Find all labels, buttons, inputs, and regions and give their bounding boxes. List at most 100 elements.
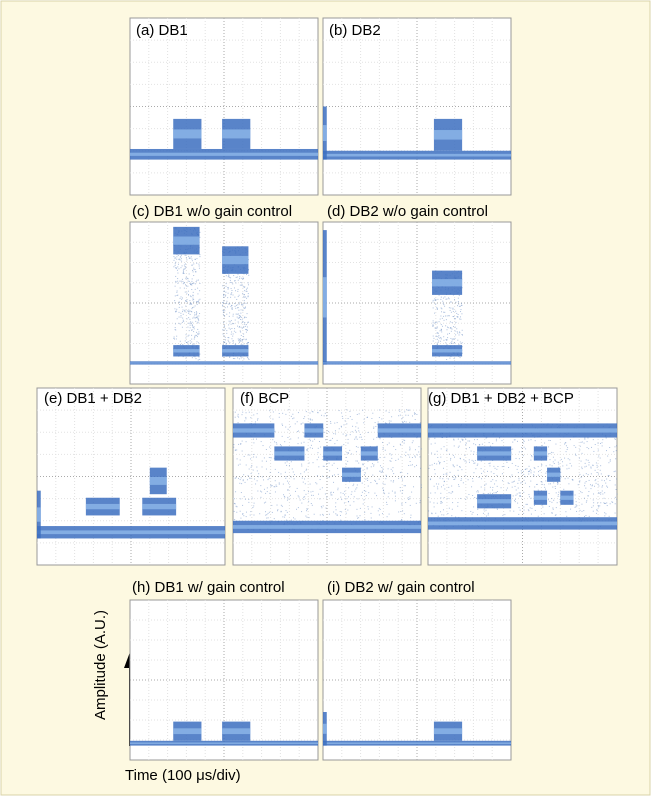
- noise: [515, 495, 516, 496]
- noise: [549, 506, 550, 507]
- noise: [329, 440, 330, 441]
- noise: [191, 296, 192, 297]
- noise: [223, 297, 224, 298]
- noise: [436, 322, 437, 323]
- noise: [181, 315, 182, 316]
- noise: [187, 299, 188, 300]
- noise: [325, 508, 326, 509]
- noise: [415, 419, 416, 420]
- noise: [459, 334, 460, 335]
- noise: [373, 464, 374, 465]
- noise: [231, 334, 232, 335]
- noise: [395, 496, 396, 497]
- noise: [322, 487, 323, 488]
- noise: [601, 473, 602, 474]
- noise: [408, 465, 409, 466]
- noise: [275, 491, 276, 492]
- noise: [233, 447, 234, 448]
- noise: [223, 322, 224, 323]
- noise: [465, 439, 466, 440]
- noise: [548, 446, 549, 447]
- noise: [177, 266, 178, 267]
- noise: [610, 503, 611, 504]
- noise: [248, 282, 249, 283]
- noise: [455, 322, 456, 323]
- noise: [231, 308, 232, 309]
- noise: [181, 261, 182, 262]
- noise: [508, 467, 509, 468]
- noise: [464, 455, 465, 456]
- noise: [189, 319, 190, 320]
- noise: [245, 417, 246, 418]
- noise: [525, 476, 526, 477]
- noise: [224, 291, 225, 292]
- noise: [319, 498, 320, 499]
- noise: [312, 505, 313, 506]
- noise: [248, 358, 249, 359]
- noise: [393, 481, 394, 482]
- noise: [189, 300, 190, 301]
- noise: [544, 513, 545, 514]
- noise: [284, 441, 285, 442]
- noise: [407, 473, 408, 474]
- noise: [538, 516, 539, 517]
- noise: [198, 359, 199, 360]
- noise: [224, 326, 225, 327]
- noise: [459, 446, 460, 447]
- noise: [236, 305, 237, 306]
- noise: [197, 333, 198, 334]
- noise: [556, 492, 557, 493]
- noise: [569, 459, 570, 460]
- noise: [191, 339, 192, 340]
- noise: [441, 486, 442, 487]
- noise: [402, 417, 403, 418]
- noise: [593, 465, 594, 466]
- noise: [329, 470, 330, 471]
- noise: [523, 471, 524, 472]
- noise: [355, 426, 356, 427]
- noise: [441, 324, 442, 325]
- noise: [232, 323, 233, 324]
- noise: [234, 503, 235, 504]
- noise: [180, 324, 181, 325]
- noise: [357, 498, 358, 499]
- noise: [512, 442, 513, 443]
- noise: [568, 478, 569, 479]
- noise: [600, 494, 601, 495]
- noise: [490, 487, 491, 488]
- noise: [195, 317, 196, 318]
- noise: [264, 489, 265, 490]
- noise: [517, 493, 518, 494]
- noise: [265, 493, 266, 494]
- trace-core: [173, 728, 201, 734]
- noise: [186, 334, 187, 335]
- noise: [452, 509, 453, 510]
- noise: [448, 478, 449, 479]
- noise: [459, 466, 460, 467]
- noise: [226, 330, 227, 331]
- noise: [607, 456, 608, 457]
- noise: [527, 504, 528, 505]
- noise: [454, 457, 455, 458]
- noise: [614, 471, 615, 472]
- noise: [443, 303, 444, 304]
- noise: [239, 358, 240, 359]
- noise: [433, 300, 434, 301]
- noise: [175, 267, 176, 268]
- noise: [247, 342, 248, 343]
- noise: [544, 443, 545, 444]
- noise: [437, 451, 438, 452]
- noise: [236, 299, 237, 300]
- noise: [564, 444, 565, 445]
- noise: [401, 504, 402, 505]
- noise: [179, 312, 180, 313]
- noise: [367, 480, 368, 481]
- noise: [185, 278, 186, 279]
- noise: [447, 339, 448, 340]
- noise: [356, 509, 357, 510]
- noise: [378, 510, 379, 511]
- noise: [271, 457, 272, 458]
- noise: [199, 283, 200, 284]
- noise: [597, 472, 598, 473]
- noise: [223, 334, 224, 335]
